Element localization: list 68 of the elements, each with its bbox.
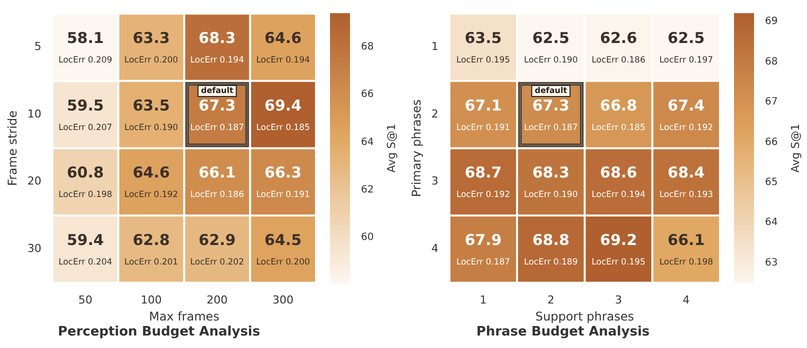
color-bar-label: 64: [764, 217, 778, 228]
data-label: 66.1 LocErr 0.198: [658, 231, 713, 268]
data-label: 68.3 LocErr 0.190: [524, 164, 578, 200]
x-axis-title: Support phrases: [534, 309, 634, 324]
data-label: 68.8 LocErr 0.189: [524, 231, 578, 268]
data-label: 68.4 LocErr 0.193: [658, 164, 713, 200]
color-bar-label: 60: [361, 232, 374, 244]
y-axis-title: Frame stride: [5, 110, 20, 186]
x-tick-label: 4: [682, 293, 690, 306]
data-label: 60.8 LocErr 0.198: [58, 164, 112, 200]
x-tick-label: 50: [78, 293, 92, 306]
data-label: 62.5 LocErr 0.190: [524, 29, 578, 66]
x-tick-label: 1: [479, 293, 486, 306]
x-axis-title: Max frames: [148, 309, 220, 324]
data-label: 62.8 LocErr 0.201: [124, 231, 178, 268]
data-label: 62.6 LocErr 0.186: [591, 29, 645, 66]
y-tick-label: 10: [27, 107, 42, 120]
data-label: 66.1 LocErr 0.186: [190, 164, 244, 200]
data-label: 64.6 LocErr 0.192: [124, 164, 178, 200]
data-label: default 67.3 LocErr 0.187: [524, 86, 578, 133]
data-label: 67.9 LocErr 0.187: [456, 231, 510, 268]
color-bar-label: 65: [764, 176, 778, 188]
x-tick-label: 300: [272, 293, 294, 306]
data-label: 64.5 LocErr 0.200: [256, 231, 310, 268]
data-label: 67.4 LocErr 0.192: [658, 96, 713, 133]
color-bar-label: 68: [361, 42, 374, 53]
color-bar-label: 69: [764, 16, 778, 28]
data-label: 66.3 LocErr 0.191: [256, 164, 310, 200]
data-label: 63.5 LocErr 0.190: [124, 96, 178, 133]
x-tick-label: 3: [614, 293, 622, 306]
color-bar-label: 68: [764, 56, 778, 68]
y-axis-title: Primary phrases: [408, 99, 423, 197]
color-bar-label: 67: [764, 96, 778, 108]
color-bar-title: Avg S@1: [788, 124, 802, 173]
color-bar-label: 64: [361, 136, 374, 148]
data-label: 63.3 LocErr 0.200: [124, 29, 178, 66]
text: Phrase Budget Analysis: [476, 324, 650, 340]
color-bar-label: 62: [361, 184, 374, 196]
y-tick-label: 20: [27, 174, 42, 188]
x-tick-label: 200: [206, 293, 228, 306]
data-label: 63.5 LocErr 0.195: [456, 29, 510, 66]
data-label: 58.1 LocErr 0.209: [58, 29, 112, 66]
data-label: default 67.3 LocErr 0.187: [190, 86, 244, 133]
color-bar-label: 63: [764, 257, 778, 268]
color-bar-label: 66: [764, 136, 778, 148]
data-label: 69.2 LocErr 0.195: [591, 231, 645, 268]
x-tick-label: 2: [546, 293, 554, 306]
data-label: 59.4 LocErr 0.204: [58, 231, 112, 268]
y-tick-label: 1: [430, 40, 438, 54]
y-tick-label: 5: [34, 40, 42, 54]
data-label: 67.1 LocErr 0.191: [456, 96, 510, 133]
data-label: 68.7 LocErr 0.192: [456, 164, 510, 200]
y-tick-label: 30: [27, 242, 42, 256]
text: Perception Budget Analysis: [58, 324, 260, 340]
data-label: 68.3 LocErr 0.194: [190, 29, 244, 66]
y-tick-label: 3: [430, 174, 438, 188]
y-tick-label: 2: [430, 107, 438, 120]
color-bar-title: Avg S@1: [384, 124, 398, 173]
data-label: 68.6 LocErr 0.194: [591, 164, 645, 200]
x-tick-label: 100: [140, 293, 162, 306]
data-label: 62.5 LocErr 0.197: [658, 29, 713, 66]
data-label: 69.4 LocErr 0.185: [256, 96, 310, 133]
data-label: 62.9 LocErr 0.202: [190, 231, 244, 268]
color-bar-label: 66: [361, 89, 374, 100]
data-label: 59.5 LocErr 0.207: [58, 96, 112, 133]
y-tick-label: 4: [430, 242, 438, 256]
data-label: 64.6 LocErr 0.194: [256, 29, 310, 66]
data-label: 66.8 LocErr 0.185: [591, 96, 645, 133]
